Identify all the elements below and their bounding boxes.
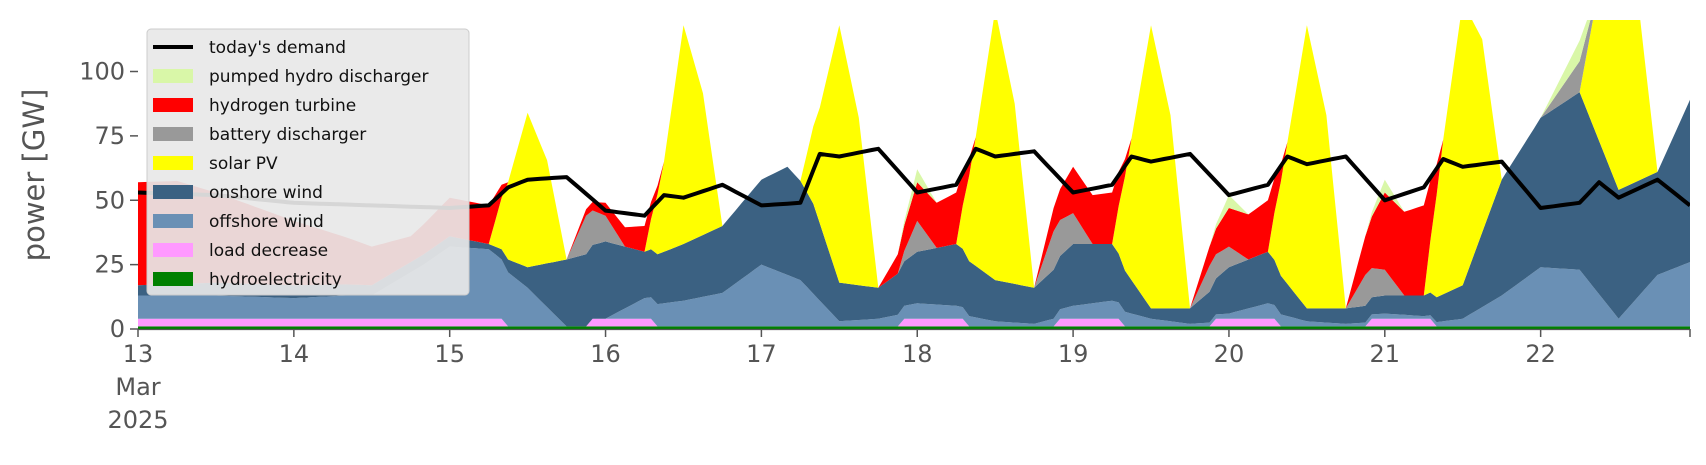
- x-tick-label: 18: [902, 340, 933, 368]
- legend-swatch-onshore-wind: [153, 185, 193, 199]
- area-onshore-wind: [138, 92, 1690, 327]
- area-hydroelectricity: [138, 326, 1690, 329]
- x-tick-label: 13: [123, 340, 154, 368]
- legend-box: [146, 28, 470, 296]
- x-tick-label: 17: [746, 340, 777, 368]
- x-tick-label: 16: [590, 340, 621, 368]
- x-tick-label: 21: [1370, 340, 1401, 368]
- axes: power [GW] 0 25 50 75 100 13 Mar 2025 14 15 16 17 18…: [17, 58, 1691, 434]
- x-tick-label: 14: [279, 340, 310, 368]
- legend-label-onshore-wind: onshore wind: [209, 183, 323, 203]
- x-tick-label: 2025: [107, 406, 168, 434]
- legend-swatch-battery-discharger: [153, 127, 193, 141]
- x-tick-label: 19: [1058, 340, 1089, 368]
- legend-label-pumped-hydro-discharger: pumped hydro discharger: [209, 67, 428, 87]
- legend-label-hydrogen-turbine: hydrogen turbine: [209, 96, 356, 116]
- legend-label-today-s-demand: today's demand: [209, 38, 346, 58]
- legend-label-hydroelectricity: hydroelectricity: [209, 270, 342, 290]
- x-tick-label: Mar: [115, 373, 160, 401]
- legend-swatch-load-decrease: [153, 243, 193, 257]
- y-tick-label: 25: [94, 251, 125, 279]
- legend-swatch-solar-pv: [153, 156, 193, 170]
- legend-label-load-decrease: load decrease: [209, 241, 328, 261]
- legend: today's demand pumped hydro discharger hyd…: [146, 28, 470, 296]
- area-battery-discharger: [138, 20, 1690, 309]
- area-offshore-wind: [138, 246, 1690, 327]
- y-tick-label: 75: [94, 122, 125, 150]
- legend-label-solar-pv: solar PV: [209, 154, 278, 174]
- area-solar-pv: [138, 20, 1690, 309]
- legend-label-offshore-wind: offshore wind: [209, 212, 324, 232]
- legend-swatch-hydrogen-turbine: [153, 98, 193, 112]
- y-axis-label: power [GW]: [17, 89, 51, 262]
- area-load-decrease: [138, 318, 1690, 327]
- x-tick-label: 15: [434, 340, 465, 368]
- x-tick-label: 22: [1525, 340, 1556, 368]
- legend-swatch-pumped-hydro-discharger: [153, 69, 193, 83]
- y-tick-label: 0: [110, 315, 125, 343]
- legend-swatch-offshore-wind: [153, 214, 193, 228]
- y-tick-label: 100: [79, 58, 125, 86]
- x-tick-label: 20: [1214, 340, 1245, 368]
- legend-label-battery-discharger: battery discharger: [209, 125, 366, 145]
- y-tick-label: 50: [94, 186, 125, 214]
- legend-swatch-hydroelectricity: [153, 272, 193, 286]
